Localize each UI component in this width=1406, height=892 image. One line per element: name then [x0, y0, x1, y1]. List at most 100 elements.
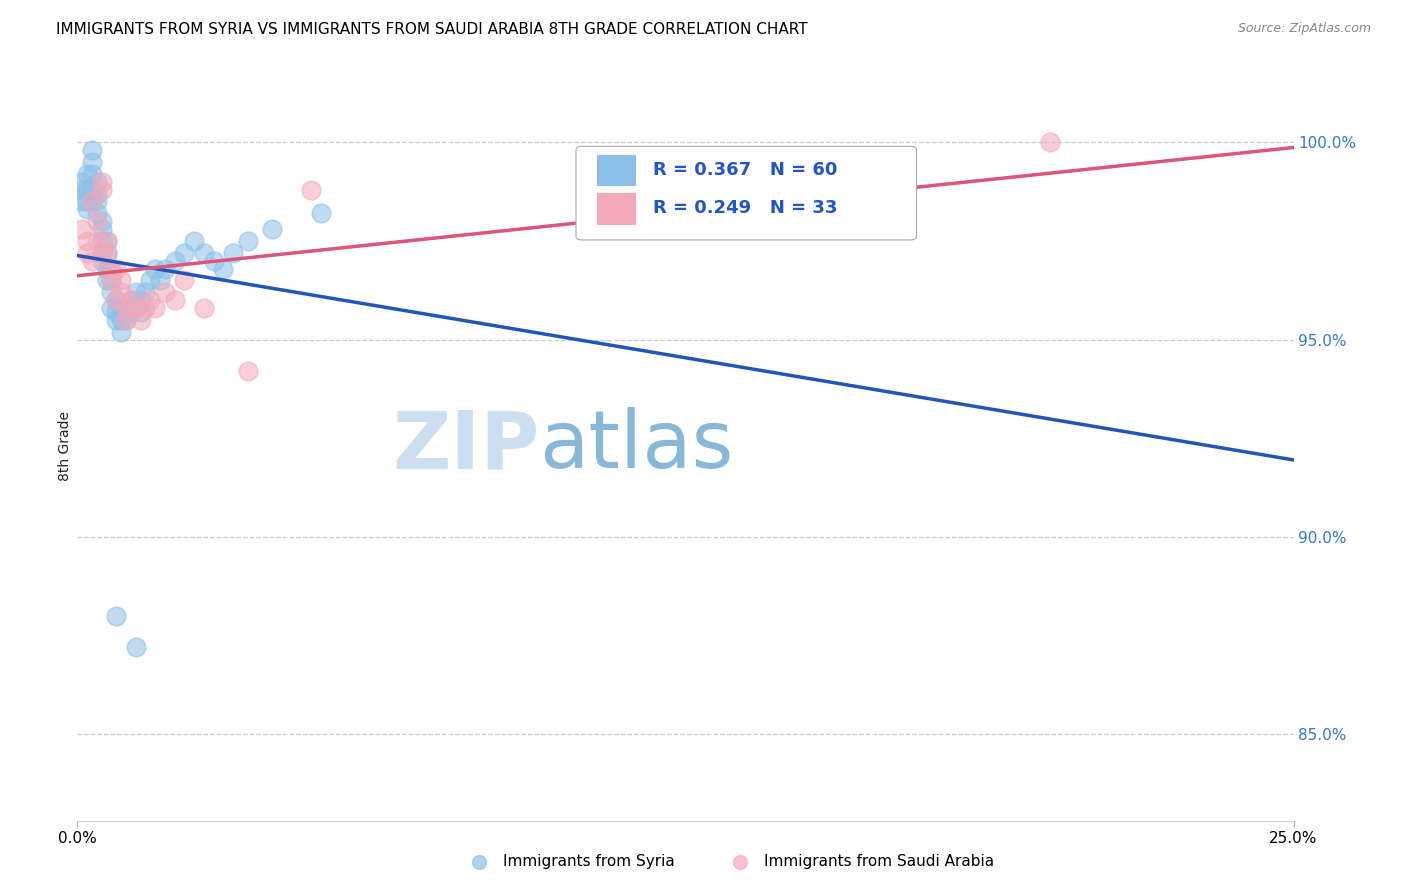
- Point: [86, 175, 108, 189]
- Point: [76, 234, 98, 248]
- Point: [76, 245, 98, 260]
- Point: [125, 640, 148, 654]
- Text: R = 0.249   N = 33: R = 0.249 N = 33: [652, 200, 837, 218]
- Point: [110, 313, 132, 327]
- Point: [105, 313, 128, 327]
- Point: [86, 214, 108, 228]
- Point: [76, 202, 98, 217]
- Point: [86, 186, 108, 201]
- Point: [90, 234, 112, 248]
- Point: [76, 167, 98, 181]
- Text: Immigrants from Saudi Arabia: Immigrants from Saudi Arabia: [765, 855, 994, 870]
- Point: [80, 253, 103, 268]
- Text: Immigrants from Syria: Immigrants from Syria: [503, 855, 675, 870]
- FancyBboxPatch shape: [596, 154, 636, 186]
- Point: [105, 293, 128, 307]
- Point: [125, 285, 148, 300]
- Point: [173, 273, 195, 287]
- Point: [110, 285, 132, 300]
- Point: [76, 194, 98, 209]
- Point: [173, 245, 195, 260]
- Point: [80, 167, 103, 181]
- Point: [100, 261, 122, 276]
- Point: [193, 245, 215, 260]
- Point: [110, 325, 132, 339]
- Point: [222, 245, 245, 260]
- Point: [149, 273, 172, 287]
- Point: [90, 245, 112, 260]
- Point: [236, 234, 259, 248]
- Point: [70, 222, 93, 236]
- Point: [80, 155, 103, 169]
- Point: [143, 301, 166, 315]
- Point: [96, 234, 118, 248]
- Point: [212, 261, 235, 276]
- Point: [80, 194, 103, 209]
- Point: [183, 234, 205, 248]
- Point: [115, 313, 138, 327]
- Point: [90, 245, 112, 260]
- Point: [129, 293, 152, 307]
- Point: [115, 301, 138, 315]
- Point: [96, 245, 118, 260]
- Point: [120, 305, 142, 319]
- Point: [96, 234, 118, 248]
- Point: [120, 293, 142, 307]
- Point: [90, 222, 112, 236]
- Point: [125, 301, 148, 315]
- Point: [115, 301, 138, 315]
- Point: [100, 285, 122, 300]
- Point: [70, 194, 93, 209]
- Point: [105, 293, 128, 307]
- Point: [76, 183, 98, 197]
- Point: [260, 222, 283, 236]
- Point: [1039, 136, 1062, 150]
- Point: [100, 273, 122, 287]
- Point: [153, 285, 176, 300]
- Point: [90, 175, 112, 189]
- Point: [163, 293, 186, 307]
- Point: [90, 253, 112, 268]
- FancyBboxPatch shape: [576, 146, 917, 240]
- Point: [143, 261, 166, 276]
- Point: [153, 261, 176, 276]
- Text: atlas: atlas: [540, 407, 734, 485]
- Point: [120, 293, 142, 307]
- Point: [299, 183, 322, 197]
- Point: [105, 305, 128, 319]
- Point: [96, 261, 118, 276]
- Point: [139, 293, 162, 307]
- Point: [105, 261, 128, 276]
- Point: [110, 273, 132, 287]
- Point: [110, 301, 132, 315]
- Point: [90, 183, 112, 197]
- Point: [129, 305, 152, 319]
- Point: [129, 313, 152, 327]
- Point: [90, 214, 112, 228]
- Point: [134, 285, 156, 300]
- Text: Source: ZipAtlas.com: Source: ZipAtlas.com: [1237, 22, 1371, 36]
- Point: [70, 183, 93, 197]
- Point: [80, 183, 103, 197]
- Point: [86, 194, 108, 209]
- Point: [125, 301, 148, 315]
- Point: [80, 143, 103, 157]
- Text: R = 0.367   N = 60: R = 0.367 N = 60: [652, 161, 837, 178]
- Point: [100, 301, 122, 315]
- Point: [115, 313, 138, 327]
- Point: [134, 301, 156, 315]
- Text: ZIP: ZIP: [392, 407, 540, 485]
- Point: [86, 234, 108, 248]
- Point: [202, 253, 225, 268]
- Text: IMMIGRANTS FROM SYRIA VS IMMIGRANTS FROM SAUDI ARABIA 8TH GRADE CORRELATION CHAR: IMMIGRANTS FROM SYRIA VS IMMIGRANTS FROM…: [56, 22, 808, 37]
- Point: [86, 206, 108, 220]
- Point: [105, 608, 128, 623]
- Y-axis label: 8th Grade: 8th Grade: [58, 411, 72, 481]
- Point: [309, 206, 332, 220]
- Point: [96, 245, 118, 260]
- Point: [80, 194, 103, 209]
- Point: [193, 301, 215, 315]
- FancyBboxPatch shape: [596, 194, 636, 225]
- Point: [139, 273, 162, 287]
- Point: [163, 253, 186, 268]
